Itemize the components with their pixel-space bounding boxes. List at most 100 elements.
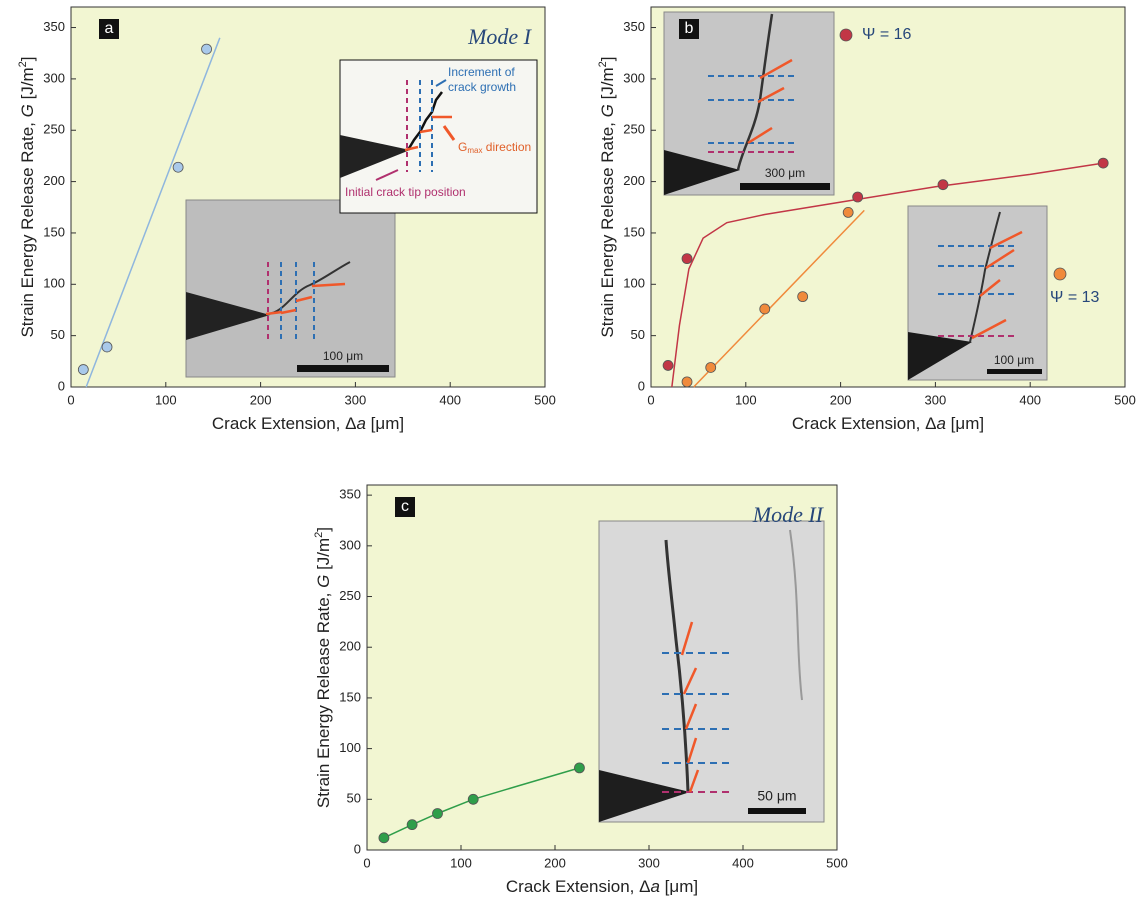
data-point <box>406 819 418 831</box>
y-axis-label: Strain Energy Release Rate, G [J/m2] <box>313 527 334 808</box>
scale-bar-label: 100 μm <box>323 349 363 363</box>
x-axis-label-part: [μm] <box>660 877 698 896</box>
y-tick-label: 300 <box>623 70 645 85</box>
legend-label: Ψ = 16 <box>862 26 912 43</box>
y-tick-label: 0 <box>354 841 361 856</box>
x-tick-label: 100 <box>155 392 177 407</box>
x-tick-label: 200 <box>250 392 272 407</box>
y-axis-label-part: G <box>314 575 333 588</box>
data-point <box>172 161 184 173</box>
x-axis-label-part: [μm] <box>946 414 984 433</box>
y-axis-label-part: G <box>18 104 37 117</box>
inset-label: G <box>458 140 467 154</box>
data-point <box>842 207 854 218</box>
micrograph: 300 μm <box>663 11 835 196</box>
x-tick-label: 200 <box>544 855 566 870</box>
x-axis-label-part: Crack Extension, Δ <box>212 414 357 433</box>
annotation: Mode II <box>752 502 825 527</box>
x-tick-label: 0 <box>647 392 654 407</box>
x-axis-label: Crack Extension, Δa [μm] <box>506 877 698 896</box>
data-point <box>201 43 212 55</box>
panel-label: c <box>401 498 409 515</box>
y-tick-label: 0 <box>58 378 65 393</box>
data-point <box>797 291 809 303</box>
x-axis-label: Crack Extension, Δa [μm] <box>792 414 984 433</box>
annotation: Mode I <box>467 24 533 49</box>
x-tick-label: 300 <box>925 392 947 407</box>
y-axis-label-part: G <box>598 104 617 117</box>
data-point <box>1097 157 1109 169</box>
y-axis-label-part: 2 <box>597 61 609 67</box>
insets: 100 μm Increment of crack growth Gmax di… <box>185 11 1048 823</box>
y-tick-label: 300 <box>43 70 65 85</box>
scale-bar-label: 300 μm <box>765 166 805 180</box>
y-axis-label-part: [J/m <box>598 67 617 104</box>
y-axis-label-part: ] <box>598 56 617 61</box>
x-tick-label: 100 <box>450 855 472 870</box>
data-point <box>378 832 390 844</box>
data-point <box>101 341 113 353</box>
y-axis-label-part: ] <box>18 56 37 61</box>
panel-label-box <box>395 497 415 517</box>
data-point <box>432 808 443 819</box>
panel-label: b <box>685 20 694 37</box>
y-tick-label: 250 <box>43 122 65 137</box>
y-tick-label: 350 <box>43 19 65 34</box>
y-tick-label: 100 <box>43 276 65 291</box>
x-tick-label: 100 <box>735 392 757 407</box>
x-axis-label-part: a <box>356 414 365 433</box>
scale-bar-label: 100 μm <box>994 353 1034 367</box>
y-axis-label-part: Strain Energy Release Rate, <box>314 588 333 808</box>
inset-label: max <box>467 146 482 155</box>
micrograph: 100 μm <box>185 199 396 378</box>
x-tick-label: 0 <box>67 392 74 407</box>
micrograph: 50 μm <box>598 520 825 823</box>
x-tick-label: 400 <box>732 855 754 870</box>
x-tick-label: 0 <box>363 855 370 870</box>
schematic: Increment of crack growth Gmax direction… <box>339 59 538 214</box>
panel-label-box <box>99 19 119 39</box>
y-tick-label: 150 <box>43 224 65 239</box>
fit-line <box>693 209 865 388</box>
data-point <box>852 191 864 203</box>
inset-label: direction <box>482 140 531 154</box>
y-axis-label-part: [J/m <box>18 67 37 104</box>
inset-label: Gmax direction <box>458 140 531 155</box>
x-axis-label-part: Crack Extension, Δ <box>792 414 937 433</box>
y-tick-label: 350 <box>339 487 361 502</box>
y-tick-label: 200 <box>339 639 361 654</box>
y-axis-label-part: Strain Energy Release Rate, <box>18 117 37 337</box>
y-tick-label: 50 <box>347 791 361 806</box>
panel-label-box <box>679 19 699 39</box>
data-point <box>937 179 949 191</box>
y-tick-label: 200 <box>623 173 645 188</box>
x-tick-label: 300 <box>638 855 660 870</box>
x-tick-label: 500 <box>826 855 848 870</box>
scale-bar-label: 50 μm <box>757 788 796 804</box>
inset-label: Increment of <box>448 65 515 79</box>
x-tick-label: 400 <box>439 392 461 407</box>
fit-line <box>85 37 221 388</box>
data-point <box>77 364 89 375</box>
data-point <box>662 360 674 371</box>
x-tick-label: 200 <box>830 392 852 407</box>
y-axis-label: Strain Energy Release Rate, G [J/m2] <box>17 56 38 337</box>
inset-label: Initial crack tip position <box>345 185 466 199</box>
y-tick-label: 250 <box>339 588 361 603</box>
x-axis-label-part: [μm] <box>366 414 404 433</box>
data-point <box>574 762 585 774</box>
x-axis-label-part: a <box>650 877 659 896</box>
x-axis-label-part: Crack Extension, Δ <box>506 877 651 896</box>
y-tick-label: 150 <box>339 689 361 704</box>
data-point <box>681 253 693 265</box>
y-axis-label-part: 2 <box>17 61 29 67</box>
data-point <box>681 376 693 388</box>
y-tick-label: 300 <box>339 537 361 552</box>
legend-label: Ψ = 13 <box>1050 289 1100 306</box>
plot-frame <box>650 6 1126 388</box>
y-tick-label: 0 <box>638 378 645 393</box>
micrograph: 100 μm <box>907 205 1048 381</box>
fit-line <box>671 162 1104 388</box>
plot-frame <box>366 484 838 851</box>
